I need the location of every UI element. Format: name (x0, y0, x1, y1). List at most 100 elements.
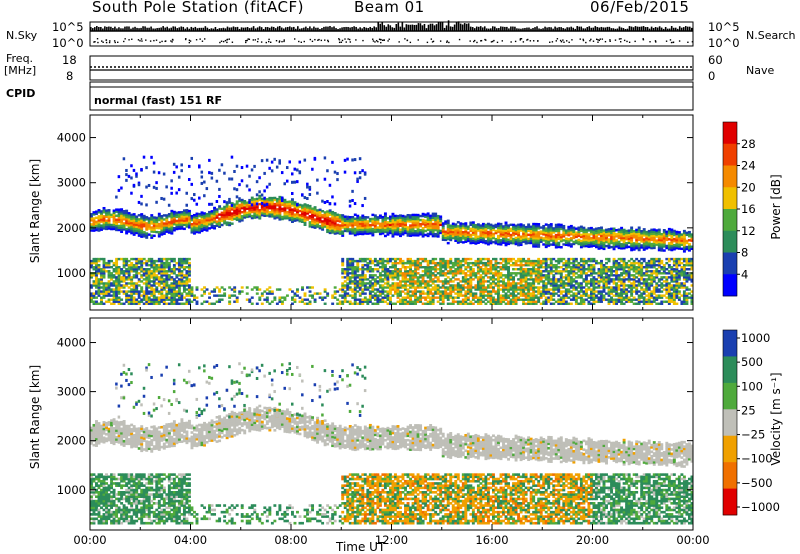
power-cell (449, 259, 453, 263)
power-cell (102, 219, 106, 222)
power-cell (147, 302, 151, 305)
power-cell (388, 219, 392, 223)
power-cell (414, 261, 418, 265)
power-cell (489, 235, 493, 239)
power-cell (401, 300, 405, 303)
nsearch-dot (281, 40, 283, 43)
power-cell (376, 282, 380, 285)
power-cell (107, 223, 111, 226)
power-cell (424, 223, 428, 227)
power-cell (406, 220, 410, 223)
power-cell (469, 229, 473, 233)
power-cell (446, 270, 450, 273)
power-cell (559, 246, 563, 249)
power-cell (406, 272, 410, 275)
power-cell (190, 288, 194, 291)
power-cell (376, 300, 380, 303)
power-cell (125, 294, 129, 297)
nsearch-dot (172, 39, 174, 41)
power-cell (399, 302, 402, 305)
power-cell (409, 296, 412, 299)
power-cell (167, 203, 171, 207)
power-cell (371, 290, 375, 293)
power-cell (567, 272, 571, 275)
power-cell (102, 225, 106, 228)
power-cell (293, 300, 297, 303)
power-cell (182, 282, 186, 285)
power-cell (223, 288, 227, 291)
power-cell (323, 288, 327, 291)
power-cell (306, 212, 309, 215)
power-cell (341, 296, 345, 299)
power-cell (356, 218, 360, 222)
power-cell (150, 218, 154, 221)
power-cell (213, 216, 217, 220)
nsky-bar (451, 26, 454, 31)
power-cell (351, 270, 355, 273)
power-cell (529, 272, 533, 275)
power-cell (409, 232, 412, 235)
power-cell (95, 274, 98, 277)
power-cell (203, 180, 206, 184)
power-cell (195, 220, 199, 224)
power-cell (507, 226, 510, 229)
power-cell (564, 229, 568, 232)
power-cell (230, 208, 234, 211)
power-cell (170, 224, 174, 227)
nsearch-dot (404, 38, 406, 40)
power-cell (255, 202, 259, 206)
power-cell (471, 298, 475, 301)
power-cell (215, 214, 219, 217)
power-cell (454, 223, 458, 226)
power-cell (115, 276, 119, 279)
power-cell (167, 215, 171, 218)
power-cell (230, 155, 234, 159)
power-cell (218, 225, 222, 228)
nsky-bar (588, 26, 591, 31)
power-cell (456, 235, 460, 238)
power-cell (376, 218, 380, 221)
power-cell (469, 233, 473, 237)
power-cell (552, 237, 556, 240)
power-cell (145, 274, 149, 277)
power-cell (466, 284, 470, 287)
power-cell (446, 263, 450, 267)
power-cell (494, 274, 498, 277)
power-cell (557, 233, 561, 237)
power-cell (301, 220, 304, 224)
power-cell (177, 282, 181, 285)
power-cell (396, 223, 400, 226)
power-cell (358, 226, 362, 229)
power-cell (248, 211, 252, 214)
power-cell (401, 302, 405, 305)
power-cell (524, 280, 528, 283)
power-cell (92, 274, 96, 277)
power-cell (361, 259, 365, 263)
power-cell (512, 229, 516, 233)
power-cell (441, 286, 445, 289)
power-cell (135, 225, 139, 229)
power-cell (303, 302, 307, 305)
power-cell (441, 263, 445, 267)
power-cell (208, 223, 211, 226)
power-cell (461, 278, 465, 281)
power-cell (539, 263, 543, 267)
power-cell (137, 234, 141, 237)
power-cell (514, 238, 518, 242)
power-cell (285, 166, 289, 170)
power-cell (431, 278, 435, 281)
power-cell (117, 284, 121, 287)
power-cell (316, 223, 320, 226)
power-cell (424, 215, 428, 218)
power-cell (386, 290, 390, 293)
power-cell (213, 225, 217, 228)
power-cell (404, 223, 407, 227)
power-cell (115, 286, 119, 289)
power-cell (426, 288, 430, 291)
power-cell (507, 257, 510, 261)
power-cell (569, 270, 573, 273)
power-cell (466, 233, 470, 237)
nsky-bar (586, 26, 589, 31)
power-cell (524, 263, 528, 267)
power-cell (112, 292, 116, 295)
